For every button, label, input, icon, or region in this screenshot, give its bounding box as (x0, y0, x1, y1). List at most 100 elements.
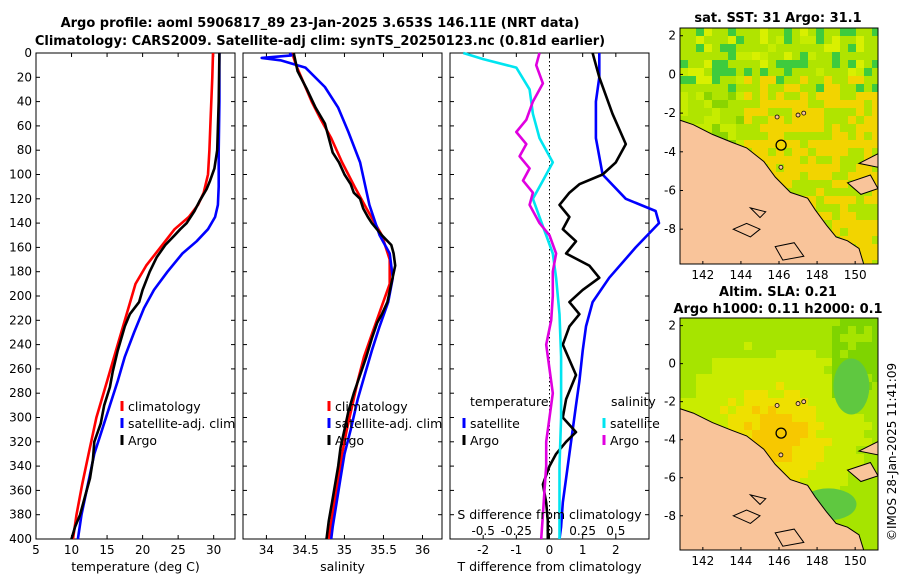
map-cell (824, 164, 832, 172)
series-line-argo (70, 52, 221, 540)
islet (795, 401, 801, 406)
map-cell (848, 100, 856, 108)
map-cell (752, 326, 760, 334)
map-cell (696, 342, 704, 350)
map-cell (704, 108, 712, 116)
map-cell (768, 406, 776, 414)
map-cell (744, 100, 752, 108)
map-cell (824, 76, 832, 84)
map-cell (744, 36, 752, 44)
map-cell (752, 382, 760, 390)
y-tick-label: 2 (668, 29, 676, 43)
map-cell (792, 84, 800, 92)
map-cell (840, 414, 848, 422)
map-cell (768, 350, 776, 358)
map-cell (864, 438, 872, 446)
map-cell (696, 374, 704, 382)
map-cell (824, 462, 832, 470)
map-cell (744, 44, 752, 52)
y-tick-label: -4 (664, 145, 676, 159)
map-cell (832, 156, 840, 164)
map-cell (784, 172, 792, 180)
map-cell (848, 446, 856, 454)
top-tick-label: -0.25 (501, 524, 532, 538)
map-cell (808, 470, 816, 478)
map-cell (728, 414, 736, 422)
map-cell (840, 430, 848, 438)
map-cell (848, 430, 856, 438)
legend-label: climatology (335, 399, 408, 414)
map-cell (728, 68, 736, 76)
land-island (857, 441, 878, 456)
map-cell (696, 334, 704, 342)
map-cell (720, 92, 728, 100)
map-cell (792, 92, 800, 100)
map-cell (752, 390, 760, 398)
map-cell (704, 44, 712, 52)
map-cell (760, 108, 768, 116)
map-cell (680, 44, 688, 52)
map-cell (864, 342, 872, 350)
map-cell (768, 366, 776, 374)
map-cell (752, 414, 760, 422)
map-cell (736, 124, 744, 132)
map-cell (736, 366, 744, 374)
map-cell (712, 406, 720, 414)
map-cell (808, 116, 816, 124)
map-cell (848, 156, 856, 164)
map-cell (760, 156, 768, 164)
map-cell (848, 68, 856, 76)
sla-map: 142 144 146 148 150 2 0 -2 -4 -6 -8 (664, 317, 879, 568)
map-cell (744, 124, 752, 132)
map-cell (736, 390, 744, 398)
map-cell (792, 438, 800, 446)
legend-label: climatology (128, 399, 201, 414)
map-cell (856, 422, 864, 430)
map-cell (816, 132, 824, 140)
map-cell (808, 92, 816, 100)
map-cell (720, 84, 728, 92)
map-cell (688, 318, 696, 326)
map-cell (776, 318, 784, 326)
map-cell (816, 84, 824, 92)
y-tick-label: 2 (668, 319, 676, 333)
map-cell (704, 374, 712, 382)
map-cell (864, 534, 872, 542)
series-line-t-argo (541, 52, 628, 539)
map-cell (824, 84, 832, 92)
map-cell (872, 486, 878, 494)
map-cell (864, 518, 872, 526)
map-cell (856, 100, 864, 108)
map-cell (824, 44, 832, 52)
map-cell (848, 414, 856, 422)
map-cell (800, 44, 808, 52)
map-cell (856, 196, 864, 204)
map-cell (712, 350, 720, 358)
map-cell (776, 422, 784, 430)
map-cell (752, 366, 760, 374)
map-cell (824, 430, 832, 438)
map-cell (808, 76, 816, 84)
map-cell (840, 446, 848, 454)
map-cell (824, 108, 832, 116)
map-cell (872, 220, 878, 228)
map-cell (792, 318, 800, 326)
map-cell (784, 164, 792, 172)
map-cell (760, 100, 768, 108)
map-cell (752, 422, 760, 430)
map-cell (848, 350, 856, 358)
map-cell (832, 92, 840, 100)
map-cell (712, 414, 720, 422)
map-cell (848, 462, 856, 470)
map-cell (848, 236, 856, 244)
map-cell (872, 204, 878, 212)
map-cell (816, 148, 824, 156)
map-cell (864, 422, 872, 430)
map-cell (792, 68, 800, 76)
map-cell (784, 382, 792, 390)
islet (778, 452, 784, 458)
map-cell (784, 92, 792, 100)
map-cell (840, 92, 848, 100)
map-cell (856, 228, 864, 236)
